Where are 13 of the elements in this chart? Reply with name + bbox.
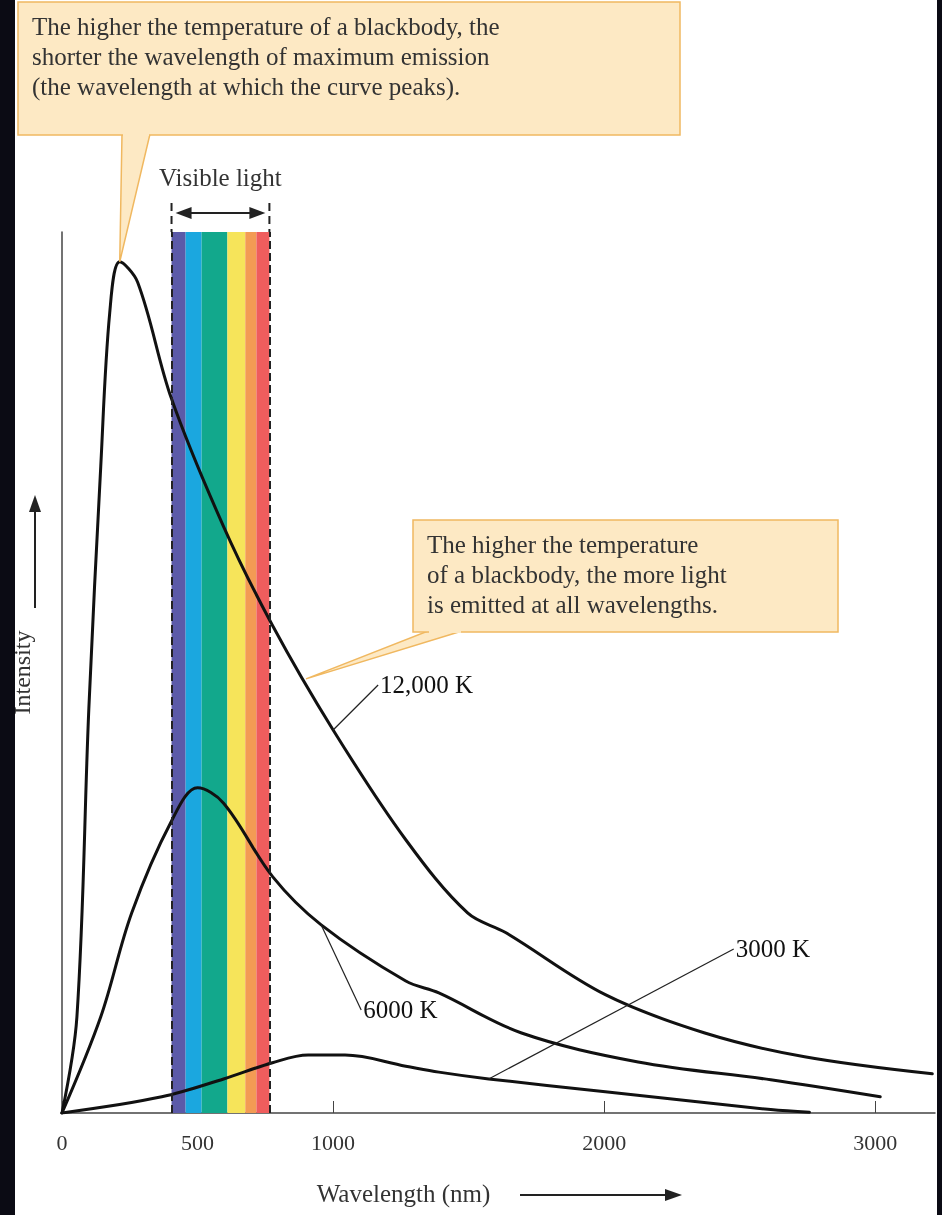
x-tick-label: 2000 <box>582 1129 627 1155</box>
text: Visible light <box>158 163 282 193</box>
x-axis-title: Wavelength (nm) <box>316 1180 491 1208</box>
x-tick-label: 500 <box>181 1129 215 1155</box>
annotation: The higher the temperature of a blackbody, the more light is emitted at all wavelengths. <box>427 530 727 620</box>
x-tick-label: 3000 <box>853 1129 898 1155</box>
x-tick-label: 0 <box>56 1129 68 1155</box>
series-label: 6000 K <box>363 994 438 1025</box>
y-axis-title: Intensity <box>9 630 35 715</box>
text: 3000 K <box>735 933 811 964</box>
x-tick-label: 1000 <box>311 1129 356 1155</box>
text: The higher the temperature of a blackbody, the shorter the wavelength of maximum emission (the wavelength at which the curve peaks). <box>32 12 500 102</box>
text: 12,000 K <box>380 669 474 700</box>
